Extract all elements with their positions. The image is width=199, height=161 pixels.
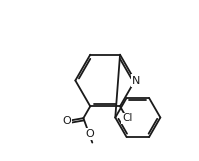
Text: O: O [62,116,71,126]
Text: O: O [85,129,94,139]
Text: Cl: Cl [122,114,133,123]
Text: N: N [132,76,140,85]
